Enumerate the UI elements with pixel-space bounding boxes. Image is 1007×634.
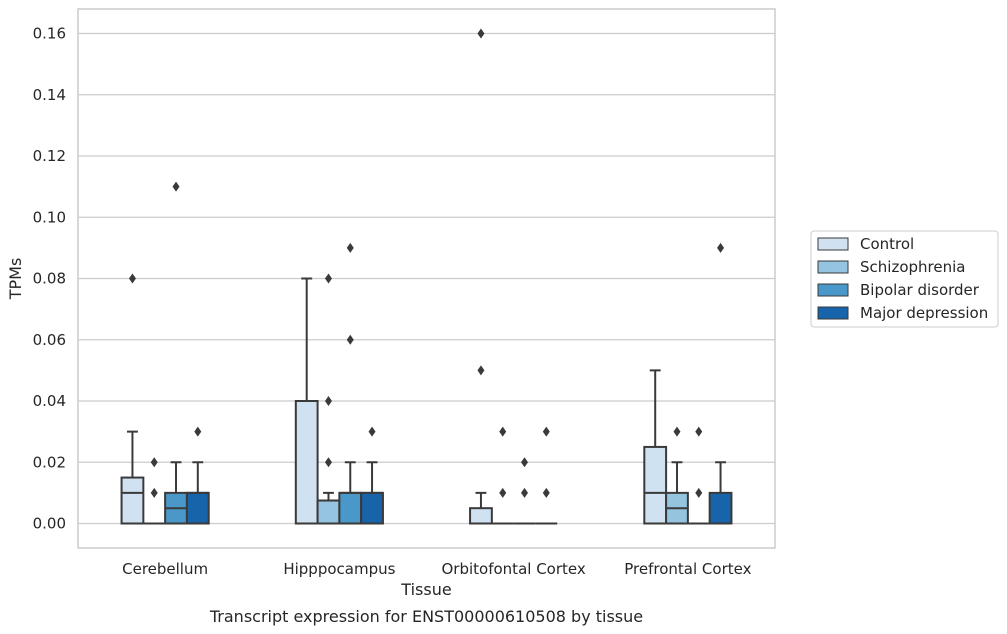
outlier-point bbox=[194, 426, 202, 437]
y-tick-label: 0.10 bbox=[33, 208, 66, 226]
box-control bbox=[643, 369, 668, 525]
box-plots bbox=[120, 28, 733, 525]
y-tick-label: 0.06 bbox=[33, 331, 66, 349]
x-tick-label: Orbitofontal Cortex bbox=[442, 560, 586, 578]
legend-item: Bipolar disorder bbox=[817, 281, 980, 299]
outlier-point bbox=[695, 426, 703, 437]
outlier-point bbox=[128, 273, 136, 284]
box-bipolar-disorder bbox=[513, 457, 536, 525]
box-schizophrenia bbox=[316, 273, 341, 525]
legend-swatch bbox=[817, 283, 849, 297]
y-tick-label: 0.02 bbox=[33, 453, 66, 471]
y-tick-label: 0.00 bbox=[33, 515, 66, 533]
legend-frame bbox=[810, 230, 999, 328]
box-bipolar-disorder bbox=[338, 242, 363, 525]
y-axis-label: TPMs bbox=[6, 258, 25, 301]
box-major-depression bbox=[185, 426, 210, 525]
box bbox=[294, 400, 319, 525]
legend: Control Schizophrenia Bipolar disorder Majo… bbox=[810, 230, 999, 328]
outlier-point bbox=[477, 28, 485, 39]
outlier-point bbox=[717, 242, 725, 253]
box bbox=[120, 476, 145, 525]
box-major-depression bbox=[708, 242, 733, 525]
box-control bbox=[120, 273, 145, 525]
box-bipolar-disorder bbox=[164, 181, 188, 525]
x-tick-label: Prefrontal Cortex bbox=[624, 560, 751, 578]
y-tick-label: 0.16 bbox=[33, 25, 66, 43]
box bbox=[360, 491, 384, 525]
x-axis-label: Tissue bbox=[400, 580, 451, 599]
outlier-point bbox=[150, 457, 158, 468]
box-bipolar-disorder bbox=[687, 426, 710, 525]
box bbox=[338, 491, 363, 525]
box-schizophrenia bbox=[665, 426, 689, 525]
outlier-point bbox=[673, 426, 681, 437]
y-tick-label: 0.14 bbox=[33, 86, 66, 104]
legend-swatch bbox=[817, 237, 849, 251]
outlier-point bbox=[542, 487, 550, 498]
outlier-point bbox=[521, 457, 529, 468]
legend-item: Control bbox=[817, 235, 914, 253]
outlier-point bbox=[172, 181, 180, 192]
outlier-point bbox=[368, 426, 376, 437]
x-tick-label: Hipppocampus bbox=[283, 560, 395, 578]
outlier-point bbox=[324, 396, 332, 406]
outlier-point bbox=[150, 487, 158, 498]
outlier-point bbox=[346, 242, 354, 253]
box bbox=[708, 491, 733, 525]
x-tick-label: Cerebellum bbox=[122, 560, 208, 578]
y-tick-label: 0.04 bbox=[33, 392, 66, 410]
outlier-point bbox=[542, 426, 550, 437]
outlier-point bbox=[346, 334, 354, 345]
outlier-point bbox=[499, 487, 507, 498]
box-control bbox=[294, 277, 319, 525]
box bbox=[316, 499, 341, 525]
chart-caption: Transcript expression for ENST0000061050… bbox=[209, 607, 643, 626]
box bbox=[185, 491, 210, 525]
legend-label: Control bbox=[860, 235, 914, 253]
box-schizophrenia bbox=[143, 457, 166, 525]
y-tick-label: 0.08 bbox=[33, 270, 66, 288]
legend-item: Schizophrenia bbox=[817, 258, 965, 276]
legend-swatch bbox=[817, 260, 849, 274]
outlier-point bbox=[521, 487, 529, 498]
box-schizophrenia bbox=[491, 426, 514, 525]
legend-label: Major depression bbox=[860, 304, 988, 322]
x-tick-labels: Cerebellum Hipppocampus Orbitofontal Corte… bbox=[122, 560, 751, 578]
outlier-point bbox=[499, 426, 507, 437]
box bbox=[643, 445, 668, 525]
outlier-point bbox=[324, 457, 332, 468]
box-major-depression bbox=[360, 426, 384, 525]
outlier-point bbox=[324, 273, 332, 284]
legend-label: Schizophrenia bbox=[860, 258, 965, 276]
box-control bbox=[469, 28, 493, 525]
y-tick-labels: 0.00 0.02 0.04 0.06 0.08 0.10 0.12 0.14 0.16 bbox=[33, 25, 66, 533]
outlier-point bbox=[695, 487, 703, 498]
outlier-point bbox=[477, 365, 485, 376]
grid-lines bbox=[78, 32, 775, 525]
legend-swatch bbox=[817, 306, 849, 320]
box bbox=[469, 507, 493, 525]
y-tick-label: 0.12 bbox=[33, 147, 66, 165]
legend-item: Major depression bbox=[817, 304, 988, 322]
plot-frame bbox=[77, 8, 776, 549]
box-major-depression bbox=[535, 426, 558, 525]
legend-label: Bipolar disorder bbox=[860, 281, 980, 299]
